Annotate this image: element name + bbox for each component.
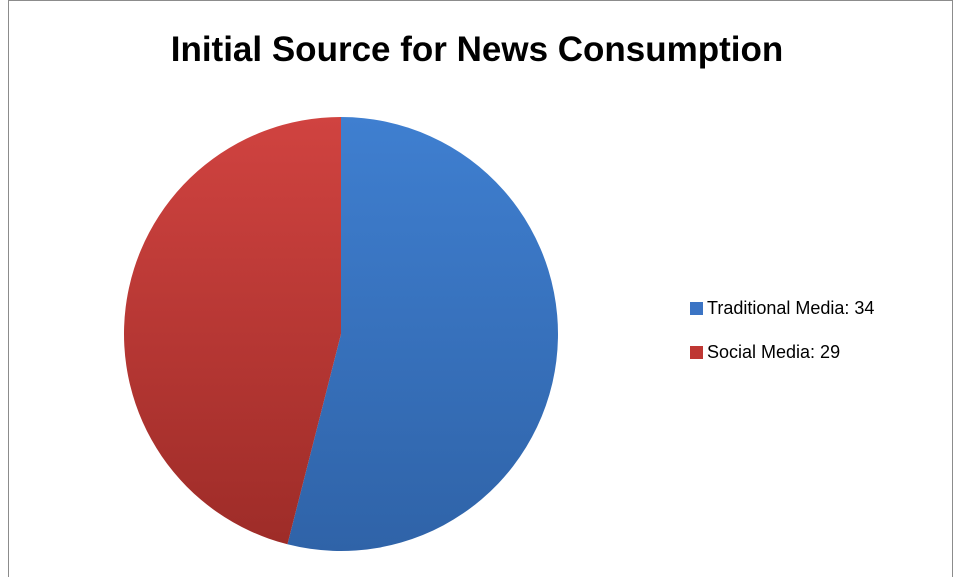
legend-swatch-traditional-media	[690, 301, 703, 315]
pie-slice-social-media	[123, 117, 341, 545]
chart-title: Initial Source for News Consumption	[170, 30, 784, 69]
legend: Traditional Media: 34 Social Media: 29	[690, 298, 874, 386]
legend-label-social-media: Social Media: 29	[707, 341, 841, 362]
legend-item-social-media: Social Media: 29	[690, 342, 874, 362]
pie-slice-traditional-media	[287, 117, 558, 551]
legend-swatch-social-media	[690, 345, 703, 359]
legend-label-traditional-media: Traditional Media: 34	[707, 297, 875, 318]
legend-item-traditional-media: Traditional Media: 34	[690, 298, 874, 318]
